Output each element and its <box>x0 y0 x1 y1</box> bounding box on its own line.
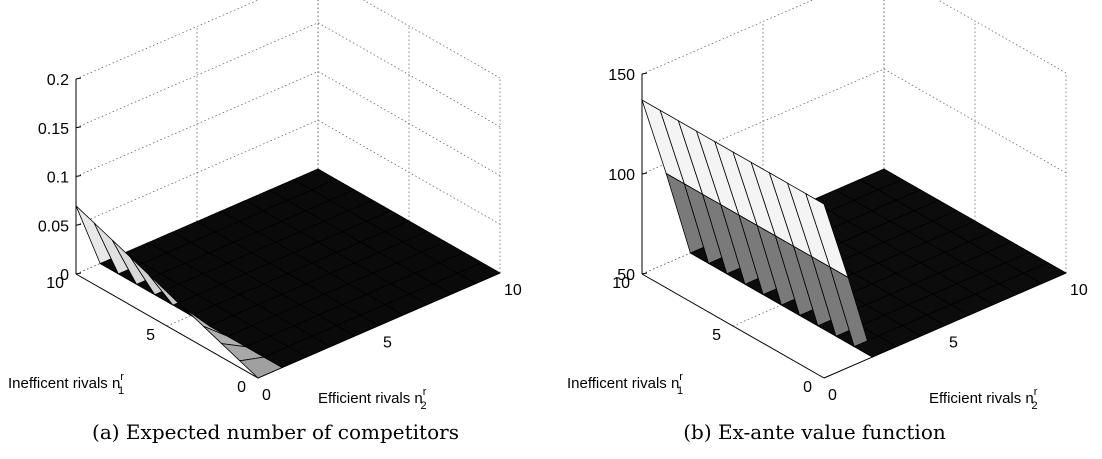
y-tick-label: 5 <box>146 327 155 344</box>
surface-cell <box>456 262 501 284</box>
x-tick-label: 10 <box>504 282 522 299</box>
y-axis <box>641 273 825 379</box>
grid-line <box>317 119 501 225</box>
grid-line <box>937 0 1067 74</box>
chart-ex-ante-value: 50 100 150 0 5 10 0 5 10 Inefficent rivals nr 1 Eff… <box>551 0 1102 459</box>
grid-line <box>317 71 501 176</box>
z-tick-mark <box>75 77 82 80</box>
x-tick-label: 5 <box>383 335 392 352</box>
z-tick-mark <box>75 272 82 275</box>
z-tick-mark <box>75 175 82 177</box>
x-tick-label: 0 <box>828 387 837 404</box>
z-tick-mark <box>641 172 648 175</box>
grid-line <box>883 68 1067 174</box>
y-axis-label: Inefficent rivals nr 1 <box>567 371 683 397</box>
z-tick-label: 0.05 <box>38 218 69 235</box>
grid-line <box>362 0 501 79</box>
z-tick-label: 0.1 <box>47 170 69 187</box>
chart-expected-competitors: 0 0.05 0.1 0.15 0.2 0 5 10 0 5 10 Inefficent rivals… <box>8 0 522 444</box>
y-tick-label: 5 <box>712 327 721 344</box>
z-tick-label: 50 <box>617 267 635 284</box>
surface-cell <box>1022 262 1067 284</box>
y-tick-label: 10 <box>46 275 64 292</box>
x-tick-label: 5 <box>949 335 958 352</box>
y-tick-label: 10 <box>612 275 630 292</box>
z-tick-label: 150 <box>608 67 635 84</box>
z-tick-mark <box>641 72 648 75</box>
caption-b: (b) Ex-ante value function <box>683 420 946 444</box>
y-tick-label: 0 <box>237 379 246 396</box>
x-axis-label: Efficient rivals nr 2 <box>318 386 427 412</box>
z-tick-mark <box>75 223 82 226</box>
x-axis-label: Efficient rivals nr 2 <box>929 386 1038 412</box>
z-tick-label: 100 <box>608 167 635 184</box>
x-tick-label: 10 <box>1070 282 1088 299</box>
x-tick-label: 0 <box>262 387 271 404</box>
caption-a: (a) Expected number of competitors <box>92 420 459 444</box>
z-tick-label: 0.15 <box>38 121 69 138</box>
y-axis <box>75 273 259 379</box>
grid-line <box>75 0 259 80</box>
y-tick-label: 0 <box>803 379 812 396</box>
z-tick-mark <box>641 272 648 275</box>
grid-line <box>317 22 501 128</box>
z-tick-label: 0 <box>60 267 69 284</box>
z-tick-mark <box>75 126 82 129</box>
y-axis-label: Inefficent rivals nr 1 <box>8 371 124 397</box>
z-tick-label: 0.2 <box>47 72 69 89</box>
